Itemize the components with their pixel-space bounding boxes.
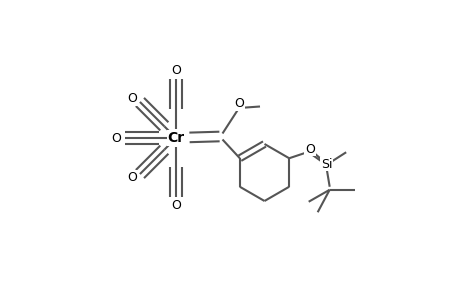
Text: Si: Si bbox=[320, 158, 332, 171]
Text: O: O bbox=[171, 64, 180, 77]
Text: O: O bbox=[127, 92, 137, 105]
Text: O: O bbox=[171, 199, 180, 212]
Text: O: O bbox=[127, 171, 137, 184]
Text: O: O bbox=[111, 131, 121, 145]
Text: O: O bbox=[305, 143, 314, 156]
Text: Cr: Cr bbox=[167, 131, 184, 145]
Text: O: O bbox=[234, 97, 243, 110]
